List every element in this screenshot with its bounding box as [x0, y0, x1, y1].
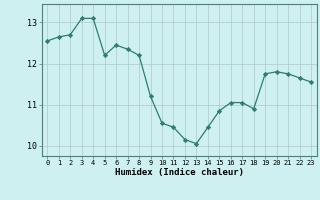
X-axis label: Humidex (Indice chaleur): Humidex (Indice chaleur) — [115, 168, 244, 177]
